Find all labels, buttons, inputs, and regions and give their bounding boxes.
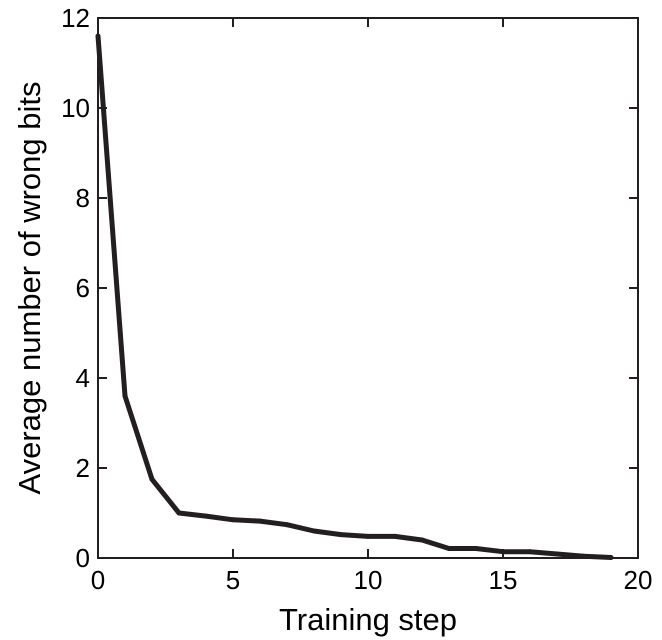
y-tick-label: 8 — [76, 183, 90, 213]
data-point — [554, 551, 560, 557]
y-axis-tick-labels: 0 2 4 6 8 10 12 — [61, 3, 90, 573]
y-tick-label: 0 — [76, 543, 90, 573]
y-tick-label: 12 — [61, 3, 90, 33]
data-point — [365, 533, 371, 539]
data-point — [338, 532, 344, 538]
data-point — [203, 513, 209, 519]
x-axis-tick-labels: 0 5 10 15 20 — [91, 565, 653, 595]
data-point — [527, 549, 533, 555]
data-point — [500, 549, 506, 555]
data-point — [122, 393, 128, 399]
data-point — [392, 533, 398, 539]
y-tick-label: 2 — [76, 453, 90, 483]
series-layer — [95, 33, 614, 561]
data-point — [149, 476, 155, 482]
x-tick-label: 10 — [354, 565, 383, 595]
y-tick-label: 4 — [76, 363, 90, 393]
x-tick-label: 20 — [624, 565, 653, 595]
y-axis-label: Average number of wrong bits — [12, 82, 47, 495]
x-axis-label: Training step — [279, 602, 457, 637]
x-tick-label: 0 — [91, 565, 105, 595]
y-tick-label: 10 — [61, 93, 90, 123]
series-line — [95, 35, 612, 560]
data-point — [311, 528, 317, 534]
plot-frame — [97, 17, 639, 559]
axis-ticks — [97, 17, 639, 559]
y-tick-label: 6 — [76, 273, 90, 303]
data-point — [473, 546, 479, 552]
data-point — [446, 546, 452, 552]
data-point — [95, 33, 101, 39]
x-tick-label: 5 — [226, 565, 240, 595]
data-point — [581, 553, 587, 559]
data-point — [608, 555, 614, 561]
data-point — [257, 518, 263, 524]
data-point — [419, 537, 425, 543]
x-tick-label: 15 — [489, 565, 518, 595]
data-point — [230, 517, 236, 523]
data-point — [284, 522, 290, 528]
data-point — [176, 510, 182, 516]
